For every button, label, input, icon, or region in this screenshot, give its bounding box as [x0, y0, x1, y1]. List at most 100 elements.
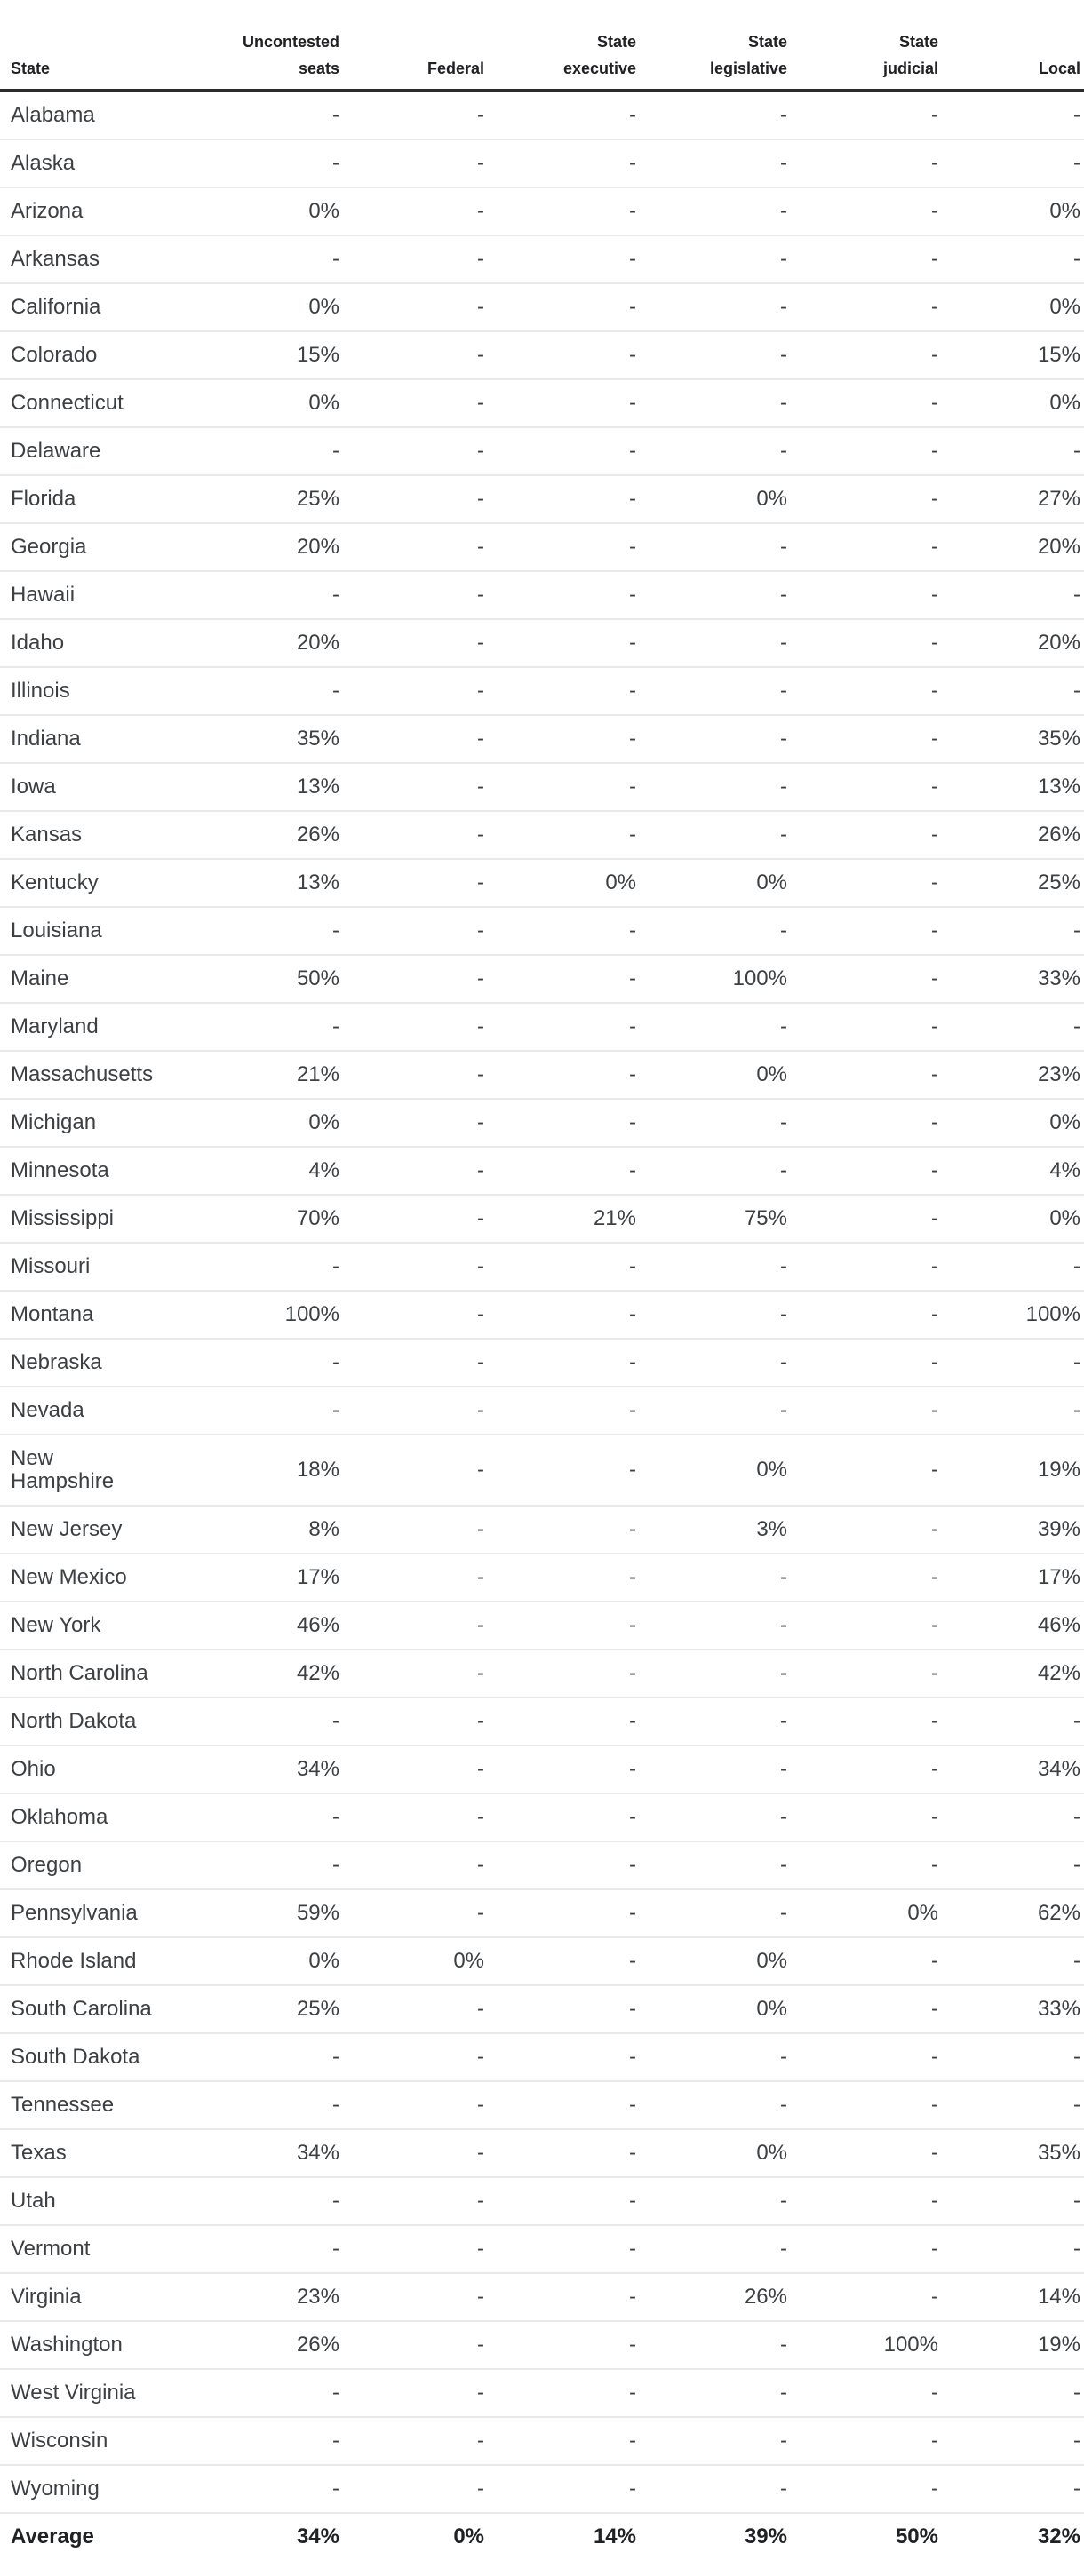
value-cell: -: [206, 2225, 339, 2274]
value-cell: -: [938, 91, 1084, 140]
table-row: New Mexico 17% - - - -17%: [0, 1554, 1084, 1602]
average-local: 32%: [1037, 2524, 1080, 2548]
table-row: Montana 100% - - - -100%: [0, 1291, 1084, 1340]
value-cell: -: [339, 331, 484, 380]
state-cell: Delaware: [0, 427, 206, 476]
table-row: Connecticut 0% - - - -0%: [0, 379, 1084, 428]
value-cell: -: [636, 1650, 787, 1698]
value-cell: -: [787, 523, 938, 572]
value-cell: -: [636, 1554, 787, 1602]
table-row: Alabama - - - - - -: [0, 91, 1084, 140]
value-cell: 35%: [938, 2129, 1084, 2178]
state-cell: Louisiana: [0, 907, 206, 956]
value-cell: -: [787, 2369, 938, 2418]
value-cell: 100%: [787, 2321, 938, 2370]
value-cell: -: [339, 475, 484, 524]
value-cell: -: [339, 763, 484, 812]
value-cell: -: [206, 1387, 339, 1435]
value-cell: -: [339, 1697, 484, 1746]
value-cell: -: [636, 907, 787, 956]
value-cell: -: [636, 1841, 787, 1890]
value-cell: -: [206, 1339, 339, 1387]
value-cell: -: [787, 2417, 938, 2466]
state-cell: Arkansas: [0, 235, 206, 284]
table-row: Kentucky 13% -0% 0% -25%: [0, 859, 1084, 908]
value-cell: 34%: [206, 2129, 339, 2178]
value-cell: -: [484, 763, 636, 812]
value-cell: -: [339, 91, 484, 140]
value-cell: 23%: [206, 2273, 339, 2322]
value-cell: -: [787, 955, 938, 1004]
column-header-state-legislative: State legislative: [636, 0, 787, 92]
value-cell: -: [787, 2129, 938, 2178]
value-cell: -: [787, 1243, 938, 1292]
value-cell: -: [206, 139, 339, 188]
value-cell: -: [938, 1697, 1084, 1746]
table-row: Iowa 13% - - - -13%: [0, 763, 1084, 812]
value-cell: -: [787, 715, 938, 764]
state-cell: West Virginia: [0, 2369, 206, 2418]
value-cell: 25%: [206, 475, 339, 524]
state-cell: Washington: [0, 2321, 206, 2370]
value-cell: -: [339, 1650, 484, 1698]
table-row: New York 46% - - - -46%: [0, 1602, 1084, 1650]
value-cell: -: [636, 91, 787, 140]
value-cell: -: [938, 907, 1084, 956]
value-cell: -: [484, 1841, 636, 1890]
table-row: Massachusetts 21% - -0% -23%: [0, 1051, 1084, 1100]
table-row: Utah - - - - - -: [0, 2177, 1084, 2226]
value-cell: -: [484, 1985, 636, 2034]
value-cell: -: [636, 1099, 787, 1148]
value-cell: -: [938, 1387, 1084, 1435]
value-cell: -: [206, 1243, 339, 1292]
value-cell: -: [938, 1937, 1084, 1986]
value-cell: -: [938, 2033, 1084, 2082]
value-cell: -: [339, 2465, 484, 2514]
value-cell: -: [339, 1793, 484, 1842]
value-cell: -: [938, 571, 1084, 620]
value-cell: -: [339, 1387, 484, 1435]
column-header-state-executive: State executive: [484, 0, 636, 92]
state-cell: Hawaii: [0, 571, 206, 620]
value-cell: -: [787, 91, 938, 140]
value-cell: 33%: [938, 1985, 1084, 2034]
value-cell: -: [484, 91, 636, 140]
value-cell: -: [787, 2273, 938, 2322]
value-cell: -: [938, 2417, 1084, 2466]
table-row: North Dakota - - - - - -: [0, 1697, 1084, 1746]
value-cell: 0%: [787, 1889, 938, 1938]
value-cell: -: [636, 1147, 787, 1196]
value-cell: -: [787, 1339, 938, 1387]
table-row: Minnesota 4% - - - -4%: [0, 1147, 1084, 1196]
value-cell: -: [339, 235, 484, 284]
value-cell: -: [206, 235, 339, 284]
average-row: Average 34% 0% 14% 39% 50% 32%: [0, 2513, 1084, 2560]
value-cell: -: [636, 2321, 787, 2370]
value-cell: -: [339, 1889, 484, 1938]
value-cell: -: [206, 1697, 339, 1746]
table-row: Ohio 34% - - - -34%: [0, 1745, 1084, 1794]
value-cell: -: [339, 811, 484, 860]
table-row: Idaho 20% - - - -20%: [0, 619, 1084, 668]
value-cell: -: [636, 763, 787, 812]
value-cell: -: [484, 571, 636, 620]
value-cell: -: [206, 1793, 339, 1842]
average-uncontested-seats: 34%: [296, 2524, 339, 2548]
value-cell: 26%: [636, 2273, 787, 2322]
state-cell: New Mexico: [0, 1554, 206, 1602]
value-cell: 0%: [938, 283, 1084, 332]
value-cell: -: [938, 139, 1084, 188]
value-cell: 18%: [206, 1435, 339, 1507]
table-row: Indiana 35% - - - -35%: [0, 715, 1084, 764]
value-cell: -: [636, 235, 787, 284]
value-cell: -: [206, 2177, 339, 2226]
value-cell: 0%: [339, 1937, 484, 1986]
value-cell: 17%: [938, 1554, 1084, 1602]
value-cell: -: [206, 571, 339, 620]
state-cell: North Carolina: [0, 1650, 206, 1698]
value-cell: -: [339, 1985, 484, 2034]
state-cell: Maine: [0, 955, 206, 1004]
value-cell: -: [636, 427, 787, 476]
table-row: Kansas 26% - - - -26%: [0, 811, 1084, 860]
